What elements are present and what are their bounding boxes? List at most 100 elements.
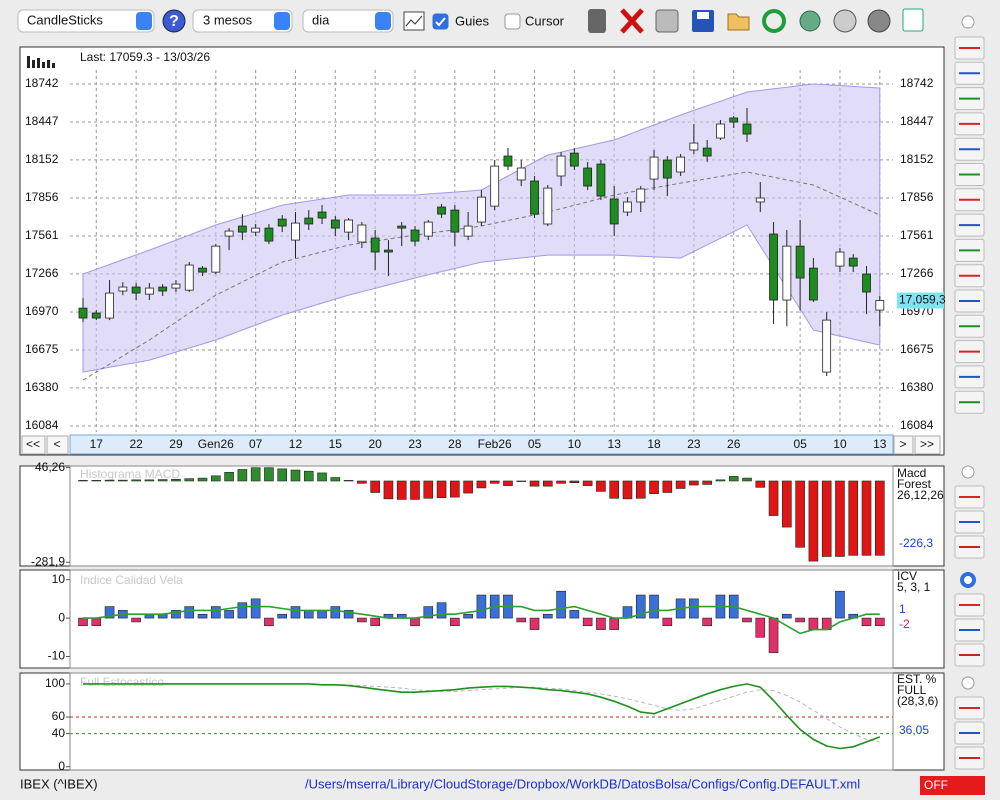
candle-body xyxy=(848,257,858,267)
histogram-bar xyxy=(224,472,234,482)
interval-select[interactable] xyxy=(302,9,394,33)
nav-last[interactable] xyxy=(914,435,941,455)
help-button[interactable] xyxy=(162,9,186,33)
histogram-bar xyxy=(835,480,845,557)
check-mark xyxy=(435,17,446,27)
y-tick-label-right: 17266 xyxy=(900,266,934,280)
histogram-bar xyxy=(662,480,673,493)
candle-body xyxy=(716,123,725,139)
macd-plot xyxy=(69,465,894,567)
histogram-bar xyxy=(184,606,195,619)
refresh-icon[interactable] xyxy=(762,9,786,33)
x-tick-label: Feb26 xyxy=(478,437,512,451)
x-tick-label: 10 xyxy=(833,437,847,451)
x-tick-label: 26 xyxy=(727,437,741,451)
y-tick-label-right: 18152 xyxy=(900,152,934,166)
cursor-label: Cursor xyxy=(525,13,565,28)
histogram-bar xyxy=(768,480,779,516)
currency-icon[interactable] xyxy=(833,9,857,33)
period-select[interactable] xyxy=(192,9,293,33)
histogram-bar xyxy=(503,480,513,486)
settings-icon[interactable] xyxy=(867,9,891,33)
indicator-title: Indice Calidad Vela xyxy=(80,573,183,587)
last-price-label: 17,059,3 xyxy=(899,293,946,307)
candle-body xyxy=(450,209,460,233)
style-select[interactable] xyxy=(17,9,155,33)
histogram-bar xyxy=(78,617,88,627)
y-tick-label-right: 17856 xyxy=(900,190,934,204)
open-icon[interactable] xyxy=(727,13,750,31)
y-tick-label: 0 xyxy=(58,759,65,773)
candle-body xyxy=(144,287,154,295)
print-icon[interactable] xyxy=(655,9,679,33)
histogram-bar xyxy=(197,613,208,619)
chart-icon[interactable] xyxy=(403,11,425,31)
candle-body xyxy=(875,300,885,311)
histogram-bar xyxy=(516,480,527,482)
x-tick-label: 22 xyxy=(129,437,143,451)
status-box[interactable] xyxy=(920,776,985,795)
nav-prev[interactable] xyxy=(46,435,69,455)
candle-body xyxy=(277,218,287,227)
guides-checkbox[interactable] xyxy=(432,13,449,30)
candle-body xyxy=(596,163,606,197)
histogram-bar xyxy=(861,617,872,627)
y-tick-label: 18152 xyxy=(25,152,59,166)
histogram-bar xyxy=(450,480,460,498)
y-tick-label: 18742 xyxy=(25,76,59,90)
histogram-bar xyxy=(91,480,102,482)
histogram-bar xyxy=(171,610,181,619)
indicator-legend: FULL xyxy=(897,683,927,697)
candle-body xyxy=(317,211,327,219)
indicator-legend: 26,12,26 xyxy=(897,488,944,502)
bars-icon xyxy=(27,56,55,68)
candle-body xyxy=(676,156,685,173)
histogram-bar xyxy=(237,469,248,482)
y-tick-label: -281,9 xyxy=(31,554,65,568)
candle-body xyxy=(742,123,752,135)
candle-body xyxy=(370,237,380,253)
histogram-bar xyxy=(78,480,88,482)
candle-body xyxy=(755,197,765,203)
histogram-bar xyxy=(237,602,248,619)
guides-label: Guies xyxy=(455,13,489,28)
candle-body xyxy=(291,222,300,241)
y-tick-label: 16380 xyxy=(25,380,59,394)
x-tick-label: 05 xyxy=(528,437,542,451)
candle-body xyxy=(105,292,114,319)
candle-body xyxy=(556,155,566,177)
histogram-bar xyxy=(689,598,699,619)
histogram-bar xyxy=(277,468,288,482)
delete-icon[interactable] xyxy=(620,8,644,34)
histogram-bar xyxy=(874,480,885,556)
histogram-bar xyxy=(450,617,460,627)
trash-icon[interactable] xyxy=(588,9,606,33)
histogram-bar xyxy=(609,480,620,499)
indicator-legend: (28,3,6) xyxy=(897,694,938,708)
select-arrow xyxy=(375,12,391,30)
reload-icon[interactable] xyxy=(799,10,821,32)
nav-first[interactable] xyxy=(21,435,46,455)
x-tick-label: 13 xyxy=(608,437,622,451)
x-tick-label: 18 xyxy=(647,437,661,451)
histogram-bar xyxy=(104,479,115,482)
last-price-box xyxy=(897,292,944,309)
cursor-checkbox[interactable] xyxy=(504,13,521,30)
radio[interactable] xyxy=(960,572,976,588)
calendar-icon[interactable] xyxy=(902,8,924,32)
style-select-text: CandleSticks xyxy=(27,12,103,27)
histogram-bar xyxy=(689,480,699,486)
candle-body xyxy=(662,159,672,179)
indicator-title: Full Estocastico xyxy=(80,675,164,689)
radio[interactable] xyxy=(961,465,975,479)
nav-next[interactable] xyxy=(893,435,914,455)
histogram-bar xyxy=(396,480,407,500)
config-path[interactable]: /Users/mserra/Library/CloudStorage/Dropb… xyxy=(305,776,860,791)
histogram-bar xyxy=(423,480,434,499)
histogram-bar xyxy=(861,480,872,556)
histogram-bar xyxy=(211,606,221,619)
histogram-bar xyxy=(635,594,646,619)
y-tick-label: -10 xyxy=(48,649,66,663)
candle-body xyxy=(397,225,407,229)
radio[interactable] xyxy=(961,676,975,690)
